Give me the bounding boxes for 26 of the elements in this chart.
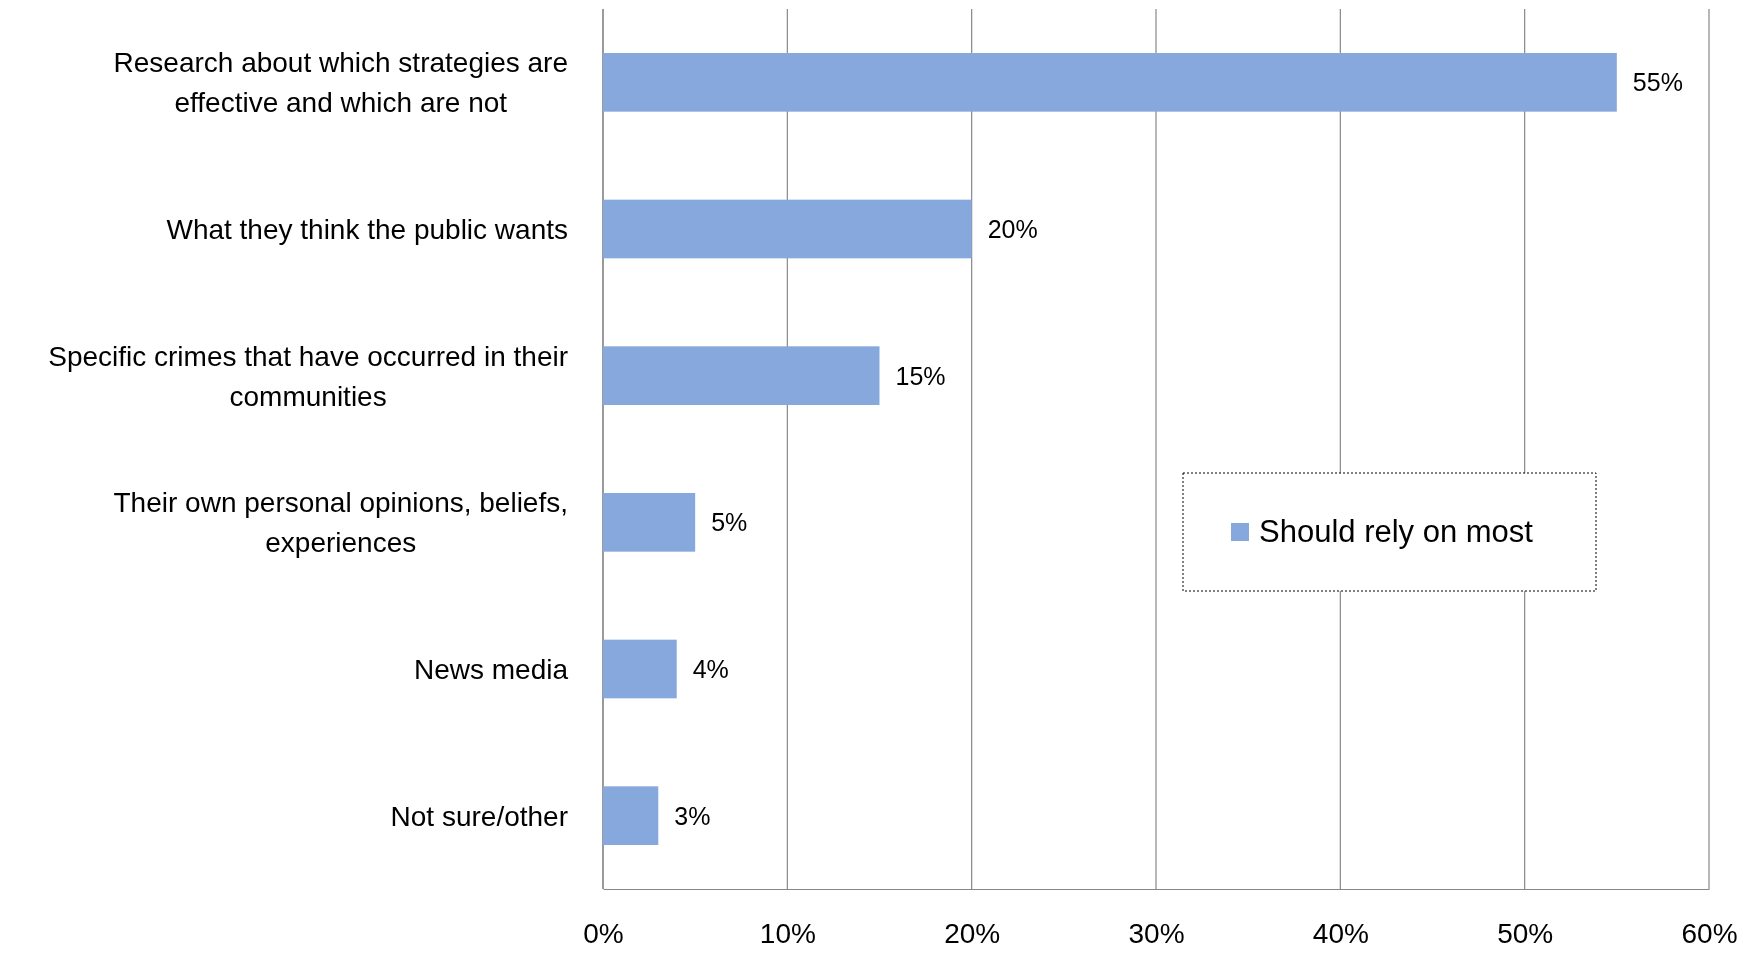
bar — [603, 786, 659, 845]
data-label: 15% — [895, 361, 946, 390]
data-label: 20% — [987, 215, 1038, 243]
bar — [603, 199, 972, 259]
legend-label: Should rely on most — [1259, 514, 1534, 549]
y-tick-label: Their own personal opinions, beliefs, experiences — [113, 487, 568, 559]
y-tick-label: Specific crimes that have occurred in their communities — [48, 340, 568, 412]
data-label: 5% — [711, 508, 748, 537]
x-tick-label: 20% — [944, 917, 1001, 949]
y-tick-label: What they think the public wants — [166, 214, 568, 245]
bar — [603, 493, 696, 552]
x-tick-label: 0% — [583, 917, 624, 949]
y-tick-label: Not sure/other — [390, 800, 568, 832]
data-label: 4% — [692, 655, 729, 683]
y-tick-label: News media — [413, 654, 569, 685]
bar — [603, 346, 880, 405]
x-tick-label: 40% — [1312, 917, 1369, 949]
bar — [603, 639, 677, 699]
data-label: 3% — [674, 801, 711, 830]
data-label: 55% — [1632, 68, 1683, 97]
x-tick-label: 50% — [1497, 917, 1554, 949]
x-tick-label: 30% — [1128, 917, 1185, 949]
x-tick-label: 10% — [759, 917, 816, 949]
y-tick-label: Research about which strategies are effective and which are not — [113, 47, 568, 119]
x-tick-label: 60% — [1681, 917, 1738, 949]
bar — [603, 53, 1617, 112]
